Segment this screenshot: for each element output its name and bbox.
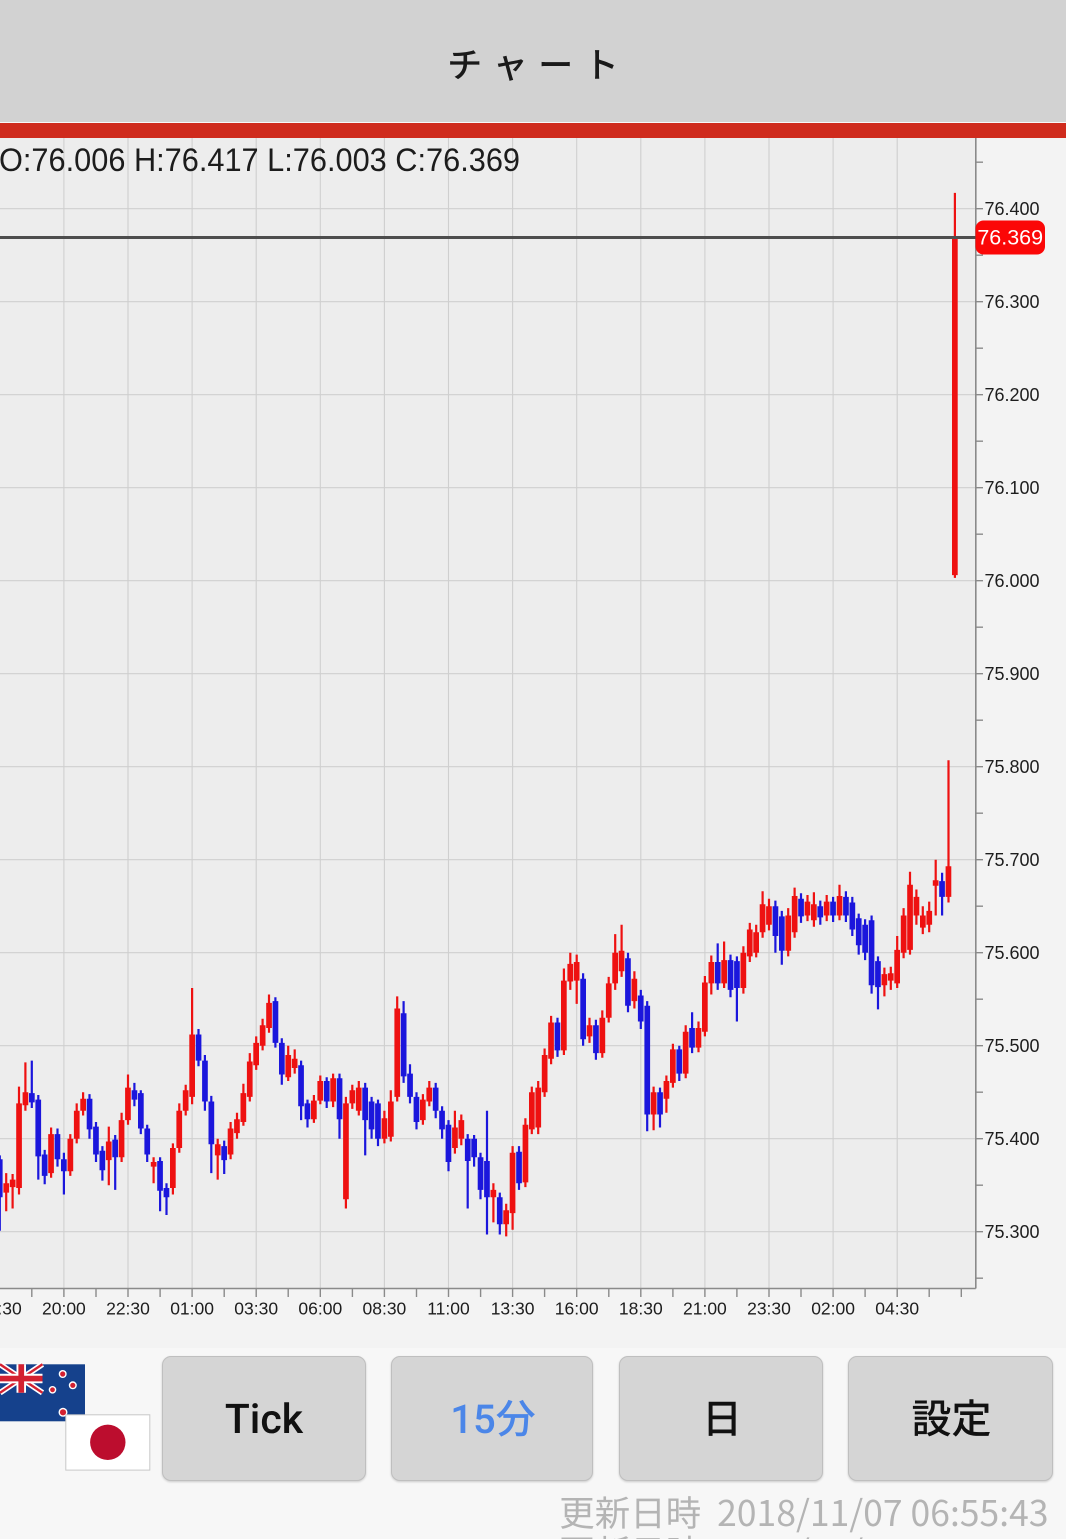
svg-text:06:00: 06:00 (298, 1299, 342, 1319)
svg-text:03:30: 03:30 (234, 1299, 278, 1319)
svg-text:11:00: 11:00 (427, 1299, 470, 1319)
svg-text:21:00: 21:00 (683, 1299, 727, 1319)
svg-text:76.200: 76.200 (985, 385, 1040, 405)
svg-text:75.400: 75.400 (985, 1129, 1040, 1149)
svg-text:75.600: 75.600 (985, 943, 1040, 963)
svg-text:75.900: 75.900 (985, 664, 1040, 684)
svg-text:76.000: 76.000 (985, 571, 1040, 591)
svg-text:13:30: 13:30 (491, 1299, 535, 1319)
svg-text:04:30: 04:30 (875, 1299, 919, 1319)
svg-text:02:00: 02:00 (811, 1299, 855, 1319)
svg-text:22:30: 22:30 (106, 1299, 150, 1319)
svg-text:75.700: 75.700 (985, 850, 1040, 870)
svg-text:76.369: 76.369 (977, 226, 1043, 250)
svg-text:76.100: 76.100 (985, 478, 1040, 498)
svg-text:01:00: 01:00 (170, 1299, 214, 1319)
svg-text:16:00: 16:00 (555, 1299, 599, 1319)
svg-text:76.300: 76.300 (985, 292, 1040, 312)
svg-text:23:30: 23:30 (747, 1299, 791, 1319)
svg-text:O:76.006 H:76.417 L:76.003 C:7: O:76.006 H:76.417 L:76.003 C:76.369 (0, 142, 520, 178)
svg-text:75.500: 75.500 (985, 1036, 1040, 1056)
svg-text:76.400: 76.400 (985, 199, 1040, 219)
svg-text:20:00: 20:00 (42, 1299, 86, 1319)
svg-text:75.300: 75.300 (985, 1222, 1040, 1242)
svg-text:18:30: 18:30 (619, 1299, 663, 1319)
svg-text:75.800: 75.800 (985, 757, 1040, 777)
svg-text:08:30: 08:30 (363, 1299, 407, 1319)
svg-text:17:30: 17:30 (0, 1299, 22, 1319)
